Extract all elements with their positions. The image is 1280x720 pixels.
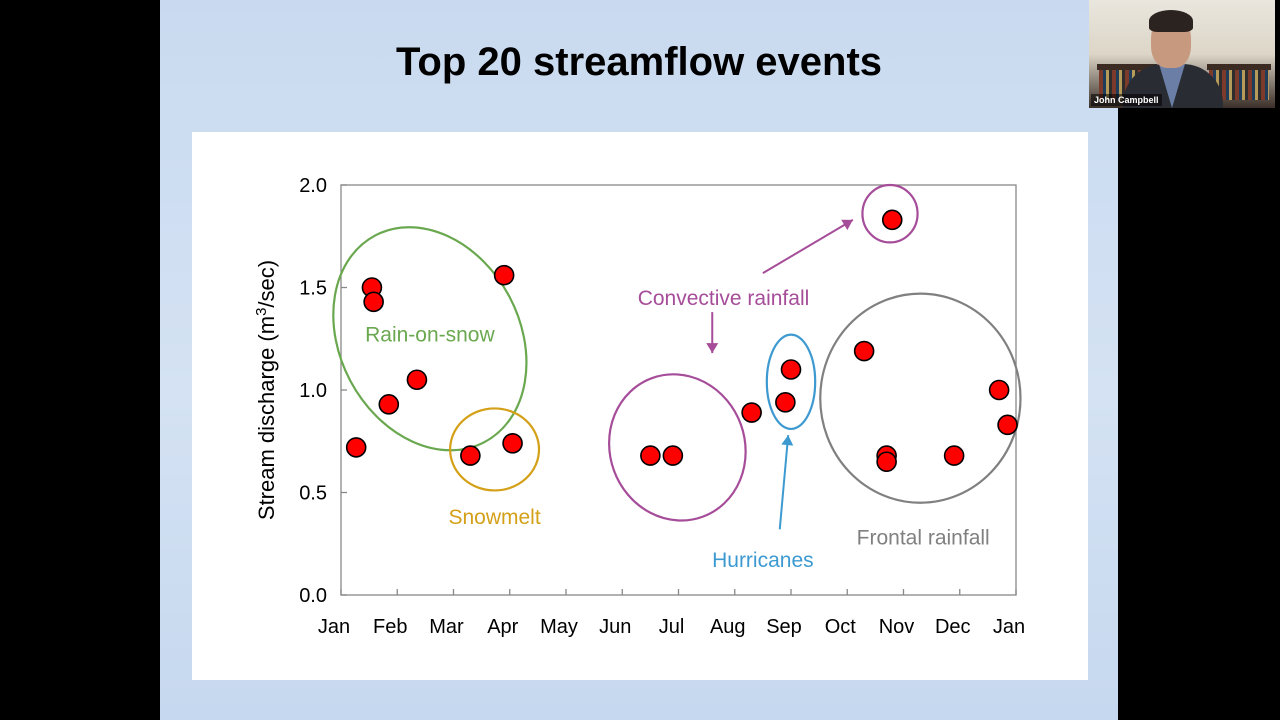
data-point (363, 291, 384, 313)
annotation-label: Snowmelt (448, 506, 540, 529)
data-point (988, 379, 1010, 401)
annotation-arrowhead (781, 435, 794, 446)
bookshelf (1097, 64, 1157, 70)
group-ellipse (765, 333, 817, 431)
y-tick-label: 1.0 (299, 380, 327, 402)
annotation-arrowhead (841, 219, 853, 231)
y-axis-label-main: Stream discharge (m (254, 316, 279, 520)
x-tick-label: Feb (373, 616, 407, 638)
y-axis-label-sup: 3 (253, 308, 270, 316)
participant-name: John Campbell (1091, 94, 1162, 106)
annotation-arrow (762, 218, 854, 275)
data-point (502, 432, 523, 454)
annotation-label: Rain-on-snow (365, 324, 495, 347)
slide-title: Top 20 streamflow events (395, 40, 883, 84)
data-point (378, 394, 400, 415)
x-tick-label: Aug (710, 616, 746, 638)
x-tick-label: Oct (825, 616, 857, 638)
data-point (853, 340, 875, 362)
x-tick-label: Apr (487, 616, 518, 638)
data-points (345, 209, 1018, 473)
data-point (881, 209, 903, 231)
scatter-chart: 0.0 0.5 1.0 1.5 2.0 Jan Feb Mar Apr May Jun Jul Aug S… (253, 175, 1025, 638)
group-ellipse (861, 183, 919, 244)
y-tick-label: 0.0 (299, 585, 327, 607)
chart-panel: 0.0 0.5 1.0 1.5 2.0 Jan Feb Mar Apr May Jun Jul Aug S… (192, 132, 1088, 680)
data-point (997, 414, 1018, 436)
annotations: Rain-on-snow Snowmelt Convective rainfall H… (332, 183, 1022, 572)
data-point (780, 359, 802, 380)
y-tick-label: 0.5 (299, 483, 327, 505)
y-axis-label: Stream discharge (m3/sec) (253, 260, 279, 520)
x-tick-label: Jan (318, 616, 350, 638)
annotation-label: Convective rainfall (638, 287, 810, 310)
annotation-arrow (778, 435, 790, 530)
y-axis-label-end: /sec) (254, 260, 279, 308)
video-tile[interactable]: John Campbell (1089, 0, 1275, 108)
data-point (640, 445, 661, 466)
x-tick-label: Jan (993, 616, 1025, 638)
data-point (662, 445, 684, 466)
group-ellipse (819, 292, 1022, 504)
data-point (493, 264, 515, 286)
data-point (460, 445, 481, 466)
x-tick-label: Dec (935, 616, 971, 638)
x-tick-label: May (540, 616, 578, 638)
group-ellipse (449, 407, 541, 492)
axis-ticks: 0.0 0.5 1.0 1.5 2.0 Jan Feb Mar Apr May Jun Jul Aug S… (299, 175, 1025, 638)
data-point (741, 402, 762, 423)
annotation-label: Hurricanes (712, 549, 814, 572)
annotation-label: Frontal rainfall (857, 527, 990, 550)
data-point (943, 445, 965, 466)
data-point (345, 437, 367, 458)
person-hair (1149, 10, 1193, 32)
y-tick-label: 1.5 (299, 278, 327, 300)
group-ellipse (608, 373, 747, 522)
x-tick-label: Jun (599, 616, 631, 638)
x-tick-label: Sep (766, 616, 802, 638)
group-ellipse (332, 226, 528, 452)
data-point (775, 391, 796, 413)
annotation-arrowhead (706, 343, 719, 354)
x-tick-label: Mar (429, 616, 464, 638)
x-tick-label: Nov (879, 616, 915, 638)
data-point (406, 369, 428, 391)
bookshelf (1207, 64, 1271, 70)
data-point (876, 451, 897, 473)
y-tick-label: 2.0 (299, 175, 327, 197)
x-tick-label: Jul (659, 616, 685, 638)
